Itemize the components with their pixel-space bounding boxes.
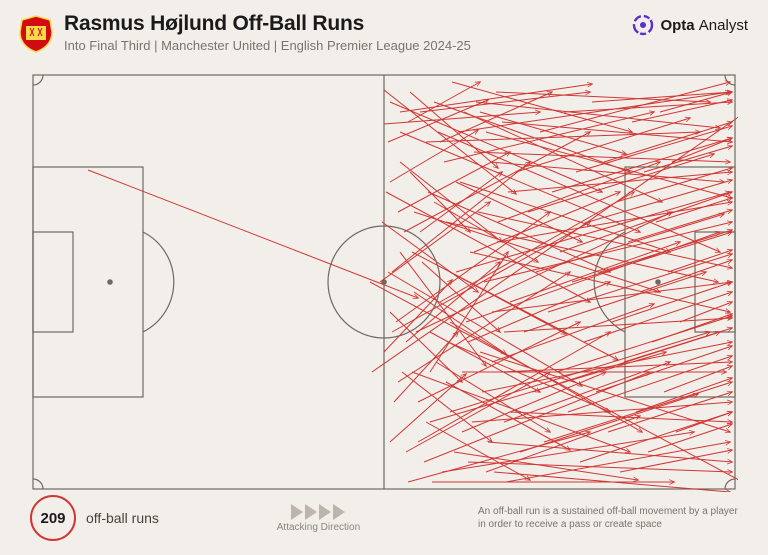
run-arrow bbox=[608, 392, 732, 432]
run-arrow bbox=[576, 126, 732, 172]
attacking-direction: Attacking Direction bbox=[277, 504, 360, 533]
run-arrow bbox=[492, 282, 732, 312]
run-arrow bbox=[384, 90, 516, 194]
chart-subtitle: Into Final Third | Manchester United | E… bbox=[64, 38, 738, 53]
run-arrow bbox=[382, 222, 478, 292]
definition-text: An off-ball run is a sustained off-ball … bbox=[478, 505, 738, 532]
brand-text: Opta Analyst bbox=[660, 17, 748, 34]
run-arrow bbox=[612, 282, 732, 322]
run-arrow bbox=[478, 212, 732, 268]
run-arrow bbox=[448, 342, 610, 412]
run-arrow bbox=[640, 260, 732, 292]
run-arrow bbox=[88, 170, 418, 298]
run-arrow bbox=[604, 122, 732, 162]
run-arrow bbox=[636, 378, 732, 412]
direction-label: Attacking Direction bbox=[277, 522, 360, 533]
run-arrow bbox=[392, 222, 590, 332]
run-arrow bbox=[416, 212, 672, 332]
run-arrow bbox=[418, 332, 610, 442]
run-arrow bbox=[528, 154, 714, 212]
chart-footer: 209 off-ball runs Attacking Direction An… bbox=[30, 495, 738, 541]
run-arrow bbox=[428, 192, 610, 272]
run-arrow bbox=[390, 130, 478, 182]
direction-arrows-icon bbox=[291, 504, 345, 520]
run-arrow bbox=[418, 322, 580, 402]
run-count: 209 off-ball runs bbox=[30, 495, 159, 541]
run-arrow bbox=[468, 282, 610, 342]
run-arrow bbox=[400, 84, 592, 112]
runs-layer bbox=[88, 82, 738, 492]
brand-icon bbox=[632, 14, 654, 36]
run-count-label: off-ball runs bbox=[86, 510, 159, 526]
run-arrow bbox=[370, 282, 738, 486]
run-arrow bbox=[490, 162, 724, 182]
run-arrow bbox=[380, 202, 490, 282]
run-arrow bbox=[664, 366, 732, 392]
run-arrow bbox=[390, 374, 466, 442]
run-count-circle: 209 bbox=[30, 495, 76, 541]
run-arrow bbox=[668, 250, 732, 272]
run-arrow bbox=[430, 332, 540, 392]
team-crest-icon bbox=[16, 14, 56, 54]
brand-logo: Opta Analyst bbox=[632, 14, 748, 36]
run-arrow bbox=[632, 100, 732, 122]
pitch-visualization bbox=[30, 72, 738, 492]
run-arrow bbox=[672, 138, 732, 162]
